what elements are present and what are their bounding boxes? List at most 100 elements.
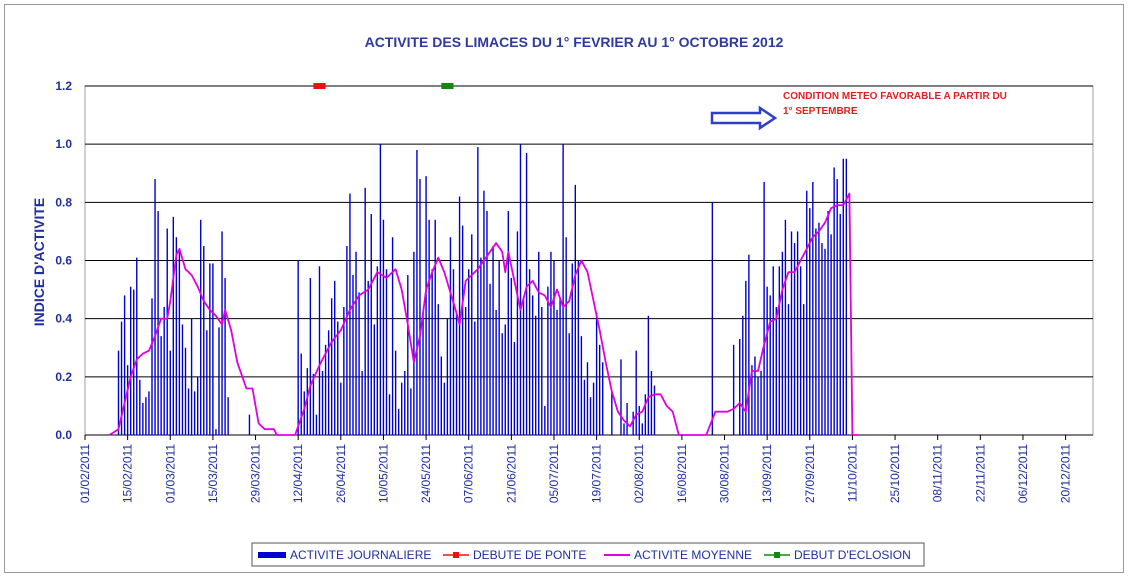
bar-activite-journaliere <box>407 275 409 435</box>
bar-activite-journaliere <box>571 263 573 435</box>
bar-activite-journaliere <box>367 280 369 435</box>
bar-activite-journaliere <box>443 382 446 435</box>
bar-activite-journaliere <box>845 158 848 435</box>
x-tick-labels: 01/02/2011 15/02/2011 01/03/2011 15/03/2011… <box>78 435 1073 503</box>
bar-activite-journaliere <box>541 307 543 435</box>
bar-activite-journaliere <box>739 339 741 435</box>
bar-activite-journaliere <box>337 321 339 435</box>
bar-activite-journaliere <box>787 304 790 436</box>
bar-activite-journaliere <box>592 382 595 435</box>
bar-activite-journaliere <box>385 269 388 435</box>
bar-activite-journaliere <box>120 321 123 435</box>
marker-debut-eclosion <box>441 83 454 89</box>
bar-activite-journaliere <box>315 414 318 435</box>
gridlines <box>85 85 1093 436</box>
bar-activite-journaliere <box>394 350 397 435</box>
bar-activite-journaliere <box>126 365 129 435</box>
bar-activite-journaliere <box>641 423 643 435</box>
x-tick-label: 10/05/2011 <box>376 444 390 503</box>
bar-activite-journaliere <box>535 315 537 435</box>
bar-activite-journaliere <box>419 179 421 435</box>
bar-activite-journaliere <box>163 307 165 435</box>
bar-activite-journaliere <box>574 184 576 435</box>
bar-activite-journaliere <box>809 208 811 435</box>
bar-activite-journaliere <box>364 187 366 435</box>
bar-activite-journaliere <box>196 376 199 435</box>
x-tick-label: 24/05/2011 <box>419 444 433 503</box>
bar-activite-journaliere <box>461 225 464 435</box>
bar-activite-journaliere <box>145 397 147 435</box>
y-tick-label: 1.2 <box>55 79 72 93</box>
bar-activite-journaliere <box>751 365 753 435</box>
y-tick-label: 0.8 <box>55 195 72 209</box>
line-activite-moyenne <box>108 192 859 436</box>
bar-activite-journaliere <box>300 353 302 435</box>
bar-activite-journaliere <box>474 321 476 435</box>
bar-activite-journaliere <box>562 144 564 436</box>
bar-activite-journaliere <box>806 190 808 435</box>
bar-activite-journaliere <box>799 266 802 435</box>
bar-activite-journaliere <box>446 318 449 435</box>
chart-title: ACTIVITE DES LIMACES DU 1° FEVRIER AU 1°… <box>365 34 784 50</box>
legend-label-ponte: DEBUTE DE PONTE <box>473 548 586 562</box>
bar-activite-journaliere <box>598 344 601 435</box>
x-tick-label: 15/02/2011 <box>121 444 135 503</box>
bar-activite-journaliere <box>650 371 653 435</box>
bar-activite-journaliere <box>468 269 470 435</box>
x-tick-label: 15/03/2011 <box>206 444 220 503</box>
bar-activite-journaliere <box>303 391 305 436</box>
y-tick-label: 0.6 <box>55 254 72 268</box>
bar-activite-journaliere <box>391 237 394 435</box>
bar-activite-journaliere <box>221 231 223 435</box>
y-axis-label: INDICE D'ACTIVITE <box>31 198 47 327</box>
x-tick-label: 26/04/2011 <box>334 444 348 503</box>
bar-activite-journaliere <box>334 280 336 435</box>
annotation-line-2: 1° SEPTEMBRE <box>783 106 858 117</box>
bar-activite-journaliere <box>330 298 333 435</box>
bar-activite-journaliere <box>635 350 637 435</box>
bar-activite-journaliere <box>528 269 531 435</box>
bar-activite-journaliere <box>498 260 500 435</box>
bar-activite-journaliere <box>343 307 345 435</box>
x-tick-label: 01/03/2011 <box>163 444 177 503</box>
bar-activite-journaliere <box>821 243 823 435</box>
bar-activite-journaliere <box>148 391 150 436</box>
bar-activite-journaliere <box>516 231 519 435</box>
x-tick-label: 02/08/2011 <box>632 444 646 503</box>
bar-activite-journaliere <box>559 298 561 435</box>
bar-activite-journaliere <box>190 318 193 435</box>
bar-activite-journaliere <box>638 405 640 435</box>
bar-activite-journaliere <box>568 333 570 435</box>
legend-label-eclosion: DEBUT D'ECLOSION <box>794 548 911 562</box>
bar-activite-journaliere <box>815 228 817 435</box>
bar-activite-journaliere <box>510 277 513 435</box>
legend-label-moyenne: ACTIVITE MOYENNE <box>634 548 752 562</box>
bar-activite-journaliere <box>203 245 205 435</box>
bar-activite-journaliere <box>151 298 153 435</box>
bar-activite-journaliere <box>175 237 178 435</box>
bar-activite-journaliere <box>160 336 162 435</box>
bar-activite-journaliere <box>449 237 452 435</box>
bar-activite-journaliere <box>388 394 391 435</box>
x-tick-label: 08/11/2011 <box>931 444 945 503</box>
bar-activite-journaliere <box>711 202 714 435</box>
bar-activite-journaliere <box>187 388 190 435</box>
bar-activite-journaliere <box>842 158 844 435</box>
legend: ACTIVITE JOURNALIERE DEBUTE DE PONTE ACT… <box>251 542 925 567</box>
bar-activite-journaliere <box>486 211 488 435</box>
y-tick-label: 1.0 <box>55 137 72 151</box>
bar-activite-journaliere <box>784 219 787 435</box>
bar-activite-journaliere <box>306 368 309 435</box>
legend-swatch-eclosion <box>774 552 780 558</box>
bar-activite-journaliere <box>538 251 540 435</box>
bar-activite-journaliere <box>169 350 171 435</box>
bar-activite-journaliere <box>297 260 299 435</box>
bar-activite-journaliere <box>766 286 768 435</box>
bar-activite-journaliere <box>583 379 586 435</box>
bar-activite-journaliere <box>370 213 372 435</box>
bar-activite-journaliere <box>544 405 546 435</box>
bar-activite-journaliere <box>154 179 156 435</box>
bar-activite-journaliere <box>519 144 522 436</box>
bar-activite-journaliere <box>477 147 479 435</box>
bar-activite-journaliere <box>382 219 385 435</box>
